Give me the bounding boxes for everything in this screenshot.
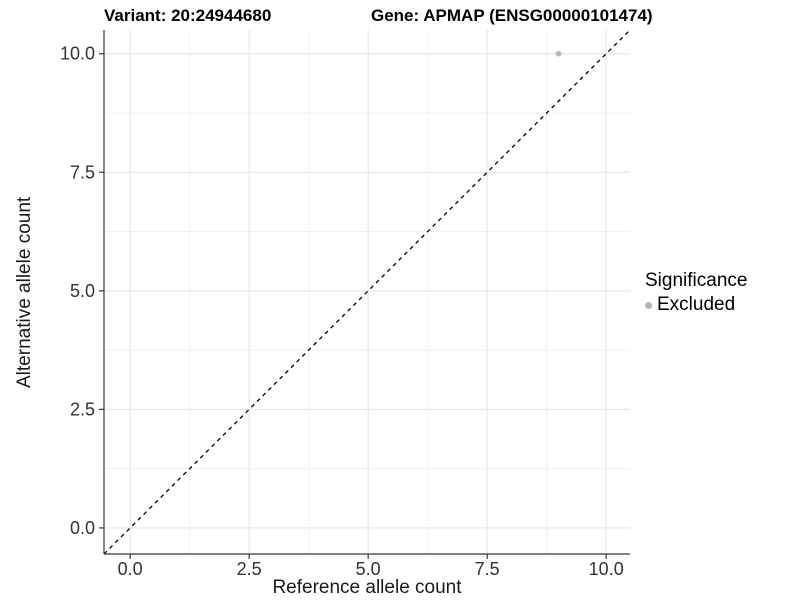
x-tick-label: 0.0 bbox=[118, 559, 143, 579]
legend-title: Significance bbox=[645, 270, 748, 291]
data-point bbox=[555, 50, 562, 57]
x-tick-label: 2.5 bbox=[237, 559, 262, 579]
y-axis-title: Alternative allele count bbox=[14, 196, 35, 388]
legend-item-excluded: Excluded bbox=[645, 294, 747, 316]
y-tick-label: 5.0 bbox=[70, 281, 95, 301]
y-tick-label: 10.0 bbox=[60, 44, 95, 64]
y-tick-label: 7.5 bbox=[70, 162, 95, 182]
gene-title: Gene: APMAP (ENSG00000101474) bbox=[371, 6, 653, 25]
x-tick-label: 10.0 bbox=[589, 559, 624, 579]
identity-dashed-line bbox=[103, 29, 631, 555]
excluded-point-icon bbox=[645, 301, 652, 309]
x-tick-label: 7.5 bbox=[475, 559, 500, 579]
significance-legend: Significance Excluded bbox=[645, 270, 747, 316]
x-tick-label: 5.0 bbox=[356, 559, 381, 579]
y-tick-label: 2.5 bbox=[70, 399, 95, 419]
y-tick-label: 0.0 bbox=[70, 518, 95, 538]
x-axis-title: Reference allele count bbox=[272, 577, 462, 598]
variant-title: Variant: 20:24944680 bbox=[104, 6, 272, 25]
legend-item-label: Excluded bbox=[657, 294, 736, 315]
